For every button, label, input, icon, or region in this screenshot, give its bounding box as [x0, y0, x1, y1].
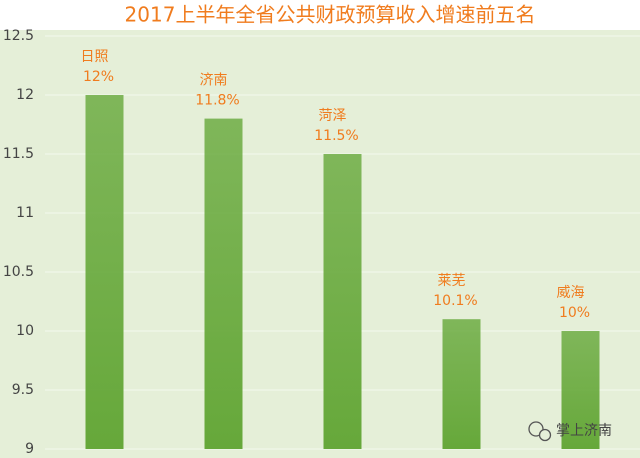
value-label: 12% [83, 69, 114, 85]
y-tick-label: 9.5 [12, 382, 34, 398]
y-tick-label: 12 [16, 87, 34, 103]
y-tick-label: 9 [25, 441, 34, 457]
y-tick-label: 10.5 [3, 264, 34, 280]
bar [323, 154, 362, 449]
chart-title: 2017上半年全省公共财政预算收入增速前五名 [125, 3, 536, 27]
category-label: 日照 [81, 49, 109, 65]
value-label: 11.8% [195, 93, 239, 109]
category-label: 菏泽 [319, 108, 347, 124]
bar [442, 319, 481, 449]
y-tick-label: 10 [16, 323, 34, 339]
bar [204, 118, 243, 449]
bar [561, 331, 600, 449]
value-label: 10.1% [433, 293, 477, 309]
watermark-icon [528, 421, 544, 437]
watermark: 掌上济南 [528, 421, 612, 442]
watermark-icon [538, 428, 552, 442]
value-label: 10% [559, 305, 590, 321]
y-tick-label: 11 [16, 205, 34, 221]
y-tick-label: 11.5 [3, 146, 34, 162]
category-label: 莱芜 [438, 272, 466, 289]
category-label: 济南 [200, 73, 228, 89]
watermark-text: 掌上济南 [556, 423, 612, 439]
bar [85, 95, 124, 449]
category-label: 威海 [557, 285, 585, 301]
value-label: 11.5% [314, 128, 358, 144]
y-tick-label: 12.5 [3, 28, 34, 44]
